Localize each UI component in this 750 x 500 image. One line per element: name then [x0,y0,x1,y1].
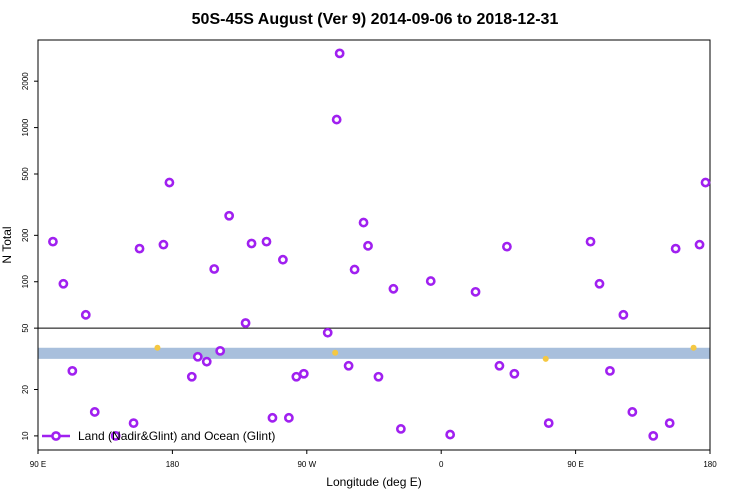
x-tick-label: 90 W [297,460,316,469]
point [542,355,549,362]
point [605,366,615,376]
point [700,177,711,188]
x-tick-label: 180 [166,460,180,469]
point [209,264,220,274]
y-tick-label: 20 [21,384,30,393]
point [261,236,272,247]
point [201,356,212,367]
point [291,371,302,382]
point [349,264,360,275]
x-tick-label: 0 [439,460,444,469]
point [627,407,638,417]
x-axis-label: Longitude (deg E) [326,475,421,489]
point [267,412,278,423]
point [502,241,512,252]
x-tick-label: 90 E [30,460,46,469]
y-tick-label: 100 [21,275,30,289]
point [470,286,481,297]
point [618,309,629,320]
point [80,309,91,320]
point [585,236,596,247]
point [445,429,456,440]
point [128,418,139,429]
plot-frame [37,39,711,451]
x-tick-label: 90 E [567,460,583,469]
chart-title: 50S-45S August (Ver 9) 2014-09-06 to 201… [192,11,559,28]
y-tick-label: 2000 [21,72,30,90]
point [694,239,705,250]
point [648,430,659,441]
point [224,210,235,221]
point [240,318,251,328]
point [158,239,169,250]
point [48,236,58,247]
point [164,177,175,188]
point [298,368,309,379]
y-tick-label: 500 [21,167,30,181]
point [334,48,345,59]
point [89,407,100,417]
point [343,360,354,371]
point [388,283,399,294]
point [494,360,505,371]
point [186,371,197,382]
point [690,344,697,351]
point [192,351,203,362]
point [664,418,675,429]
point [332,349,339,356]
point [215,345,226,356]
point [134,243,145,254]
y-tick-label: 10 [21,431,30,440]
legend-marker [51,431,61,441]
point [322,327,333,338]
point [395,424,406,434]
y-tick-label: 50 [21,323,30,332]
point [358,217,369,228]
point [67,366,78,376]
point [246,238,257,249]
y-tick-label: 1000 [21,118,30,136]
band [38,347,710,359]
y-axis-label: N Total [0,226,14,263]
point [543,418,554,429]
point [594,278,605,289]
point [58,278,69,289]
point [509,368,520,379]
point [373,371,384,382]
point [363,240,373,251]
point [425,276,436,286]
point [110,430,121,441]
x-tick-label: 180 [703,460,717,469]
y-tick-label: 200 [21,228,30,242]
point [670,243,681,254]
point [154,344,161,351]
point [283,412,294,423]
legend-label: Land (Nadir&Glint) and Ocean (Glint) [78,429,275,443]
point [331,114,342,125]
point [278,254,288,265]
